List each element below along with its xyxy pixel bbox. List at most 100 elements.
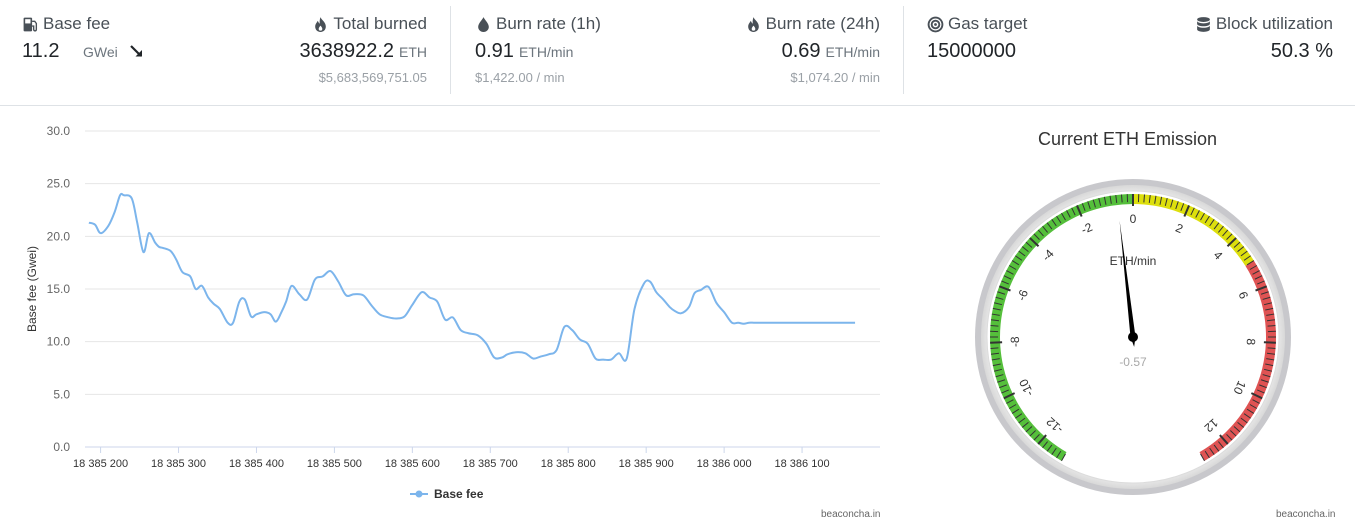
burn-rate-24h-value: 0.69 — [781, 40, 821, 62]
gauge-minor-tick — [1109, 195, 1112, 204]
y-tick-label: 20.0 — [47, 229, 71, 243]
gauge-minor-tick — [1240, 417, 1248, 424]
gauge-tick-label: 10 — [1230, 379, 1249, 397]
gauge-major-tick — [998, 285, 1011, 292]
legend-label-base-fee: Base fee — [434, 487, 484, 501]
gauge-minor-tick — [1263, 368, 1272, 372]
gauge-minor-tick — [1254, 275, 1263, 280]
fire-icon — [315, 16, 327, 32]
gauge-minor-tick — [1061, 212, 1066, 221]
burn-rate-1h-unit: ETH/min — [518, 44, 574, 60]
gauge-minor-tick — [1266, 319, 1276, 322]
base-fee-unit: GWei — [83, 44, 118, 60]
gauge-major-tick — [1226, 237, 1237, 247]
gauge-minor-tick — [1011, 408, 1020, 414]
gauge-minor-tick — [1148, 194, 1151, 204]
gauge-tick-label: -6 — [1014, 287, 1031, 302]
gauge-minor-tick — [1015, 255, 1023, 261]
gauge-minor-tick — [1008, 265, 1017, 270]
gauge-minor-tick — [1021, 246, 1029, 253]
gauge-major-tick — [1037, 434, 1047, 445]
gauge-major-tick — [1183, 205, 1190, 217]
gauge-minor-tick — [1209, 219, 1215, 227]
gauge-minor-tick — [1262, 296, 1271, 300]
gauge-minor-tick — [1021, 421, 1029, 428]
gauge-tick-label: -8 — [1008, 336, 1022, 348]
gauge-minor-tick — [1230, 430, 1237, 437]
gauge-minor-tick — [1252, 270, 1260, 275]
gauge-minor-tick — [1243, 255, 1251, 261]
gas-target-value: 15000000 — [927, 40, 1016, 62]
gauge-tick-label: -10 — [1016, 376, 1036, 398]
burn-rate-24h-unit: ETH/min — [825, 44, 880, 60]
gauge-minor-tick — [1266, 358, 1275, 361]
gauge-credit[interactable]: beaconcha.in — [1276, 509, 1336, 520]
gauge-minor-tick — [1006, 399, 1014, 404]
gauge-minor-tick — [1237, 246, 1245, 253]
burn-rate-1h-usd: $1,422.00 / min — [475, 70, 565, 85]
gauge-major-tick — [1076, 205, 1083, 217]
chart-legend[interactable]: Base fee — [410, 487, 483, 501]
total-burned-unit: ETH — [399, 44, 427, 60]
x-tick-label: 18 385 200 — [73, 458, 128, 470]
gauge-minor-tick — [991, 358, 1000, 361]
gauge-minor-tick — [1266, 352, 1276, 355]
stat-base-fee: Base fee 11.2 GWei — [22, 14, 145, 63]
gauge-minor-tick — [1195, 210, 1200, 218]
stat-burn-rate-1h: Burn rate (1h) 0.91 ETH/min $1,422.00 / m… — [475, 14, 601, 85]
gauge-unit-label: ETH/min — [1110, 254, 1157, 268]
gauge-minor-tick — [1246, 260, 1255, 266]
gauge-needle — [1119, 220, 1136, 347]
gauge-title: Current ETH Emission — [1037, 129, 1218, 149]
arrow-down-right-icon — [130, 45, 143, 57]
stat-total-burned: Total burned 3638922.2 ETH $5,683,569,751… — [299, 14, 427, 85]
gauge-minor-tick — [1204, 215, 1210, 224]
gauge-major-tick — [1250, 392, 1263, 400]
burn-rate-1h-value: 0.91 — [475, 40, 514, 62]
gauge-minor-tick — [1246, 408, 1255, 414]
burn-rate-1h-label: Burn rate (1h) — [496, 14, 601, 33]
gauge-minor-tick — [1200, 453, 1205, 462]
gauge-minor-tick — [1011, 260, 1020, 266]
y-axis-title: Base fee (Gwei) — [25, 246, 39, 332]
gauge-band — [1133, 194, 1254, 266]
gauge-minor-tick — [1249, 404, 1258, 409]
gauge-minor-tick — [1175, 201, 1179, 210]
gauge-minor-tick — [1190, 207, 1195, 216]
gauge-major-tick — [1003, 392, 1016, 400]
burn-rate-24h-usd: $1,074.20 / min — [790, 70, 880, 85]
base-fee-label: Base fee — [43, 14, 111, 33]
gauge-minor-tick — [1143, 194, 1146, 203]
gauge-minor-tick — [1015, 413, 1023, 419]
gauge-minor-tick — [1267, 347, 1276, 350]
gauge-minor-tick — [994, 302, 1003, 306]
gauge-minor-tick — [1233, 241, 1241, 248]
chart-credit[interactable]: beaconcha.in — [821, 509, 881, 520]
bullseye-icon — [927, 16, 944, 32]
gauge-minor-tick — [1267, 324, 1276, 327]
gauge-minor-tick — [1170, 199, 1174, 208]
gauge-tick-label: 8 — [1244, 338, 1258, 346]
gauge-minor-tick — [1120, 194, 1123, 203]
gauge-minor-tick — [1056, 215, 1062, 224]
gauge-minor-tick — [1001, 280, 1009, 285]
gauge-minor-tick — [1217, 441, 1224, 449]
gauge-minor-tick — [1226, 233, 1233, 240]
gauge-minor-tick — [1042, 225, 1049, 233]
gauge-minor-tick — [1266, 313, 1275, 316]
gauge-major-tick — [1029, 237, 1040, 247]
gauge-minor-tick — [1209, 447, 1215, 455]
gauge-minor-tick — [1240, 250, 1248, 257]
gauge-minor-tick — [1033, 233, 1040, 240]
gauge-minor-tick — [1008, 404, 1017, 409]
gauge-minor-tick — [1226, 434, 1233, 441]
stat-burn-rate-24h: Burn rate (24h) 0.69 ETH/min $1,074.20 / … — [745, 14, 880, 85]
gauge-minor-tick — [1029, 430, 1036, 437]
gauge-minor-tick — [1001, 389, 1009, 394]
stat-gas-target: Gas target 15000000 — [927, 14, 1027, 63]
gauge-minor-tick — [1213, 444, 1220, 452]
gauge-minor-tick — [1159, 196, 1163, 205]
emission-gauge: Current ETH Emission -12 -10 -8 -6 -4 -2 0 2 4 6 8… — [900, 107, 1355, 527]
gauge-minor-tick — [1257, 389, 1265, 394]
gauge-minor-tick — [1092, 199, 1096, 208]
